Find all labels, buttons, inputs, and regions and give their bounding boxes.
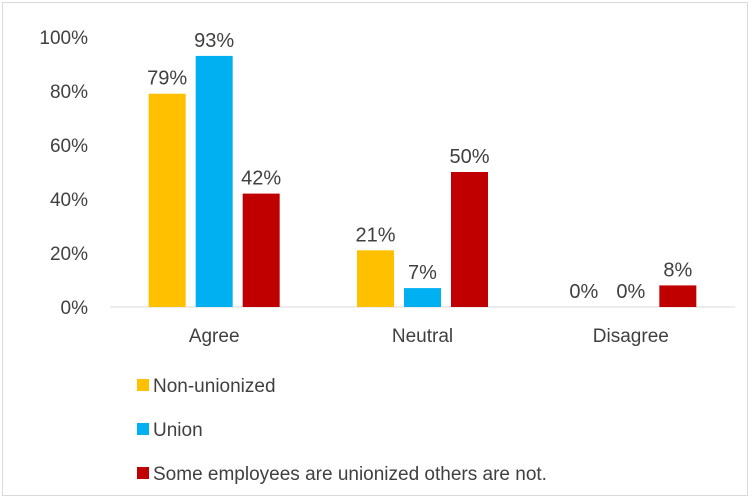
data-label: 7% — [408, 262, 437, 284]
data-label: 0% — [569, 281, 598, 303]
y-tick-label: 60% — [50, 136, 88, 157]
y-tick-label: 0% — [61, 298, 89, 319]
data-label: 79% — [147, 68, 187, 90]
bar-neutral-series-2 — [404, 288, 441, 307]
legend-swatch — [137, 423, 149, 435]
y-tick-label: 100% — [39, 28, 88, 49]
y-tick-label: 20% — [50, 244, 88, 265]
category-label: Agree — [189, 326, 240, 347]
legend-swatch — [137, 467, 149, 479]
bar-neutral-series-3 — [451, 172, 488, 307]
data-label: 93% — [194, 30, 234, 52]
bar-agree-series-2 — [195, 55, 233, 308]
legend-label: Non-unionized — [153, 376, 276, 397]
category-label: Disagree — [593, 326, 669, 347]
data-label: 50% — [449, 146, 489, 168]
legend-swatch — [137, 379, 149, 391]
bar-neutral-series-1 — [357, 250, 394, 307]
data-label: 21% — [355, 224, 395, 246]
data-label: 8% — [663, 259, 692, 281]
bar-agree-series-3 — [242, 193, 280, 307]
y-tick-label: 80% — [50, 82, 88, 103]
legend-label: Some employees are unionized others are … — [153, 464, 547, 485]
data-label: 0% — [616, 281, 645, 303]
legend-label: Union — [153, 420, 203, 441]
bar-agree-series-1 — [148, 93, 186, 307]
category-label: Neutral — [392, 326, 453, 347]
y-tick-label: 40% — [50, 190, 88, 211]
bar-disagree-series-3 — [659, 285, 697, 307]
data-label: 42% — [241, 168, 281, 190]
